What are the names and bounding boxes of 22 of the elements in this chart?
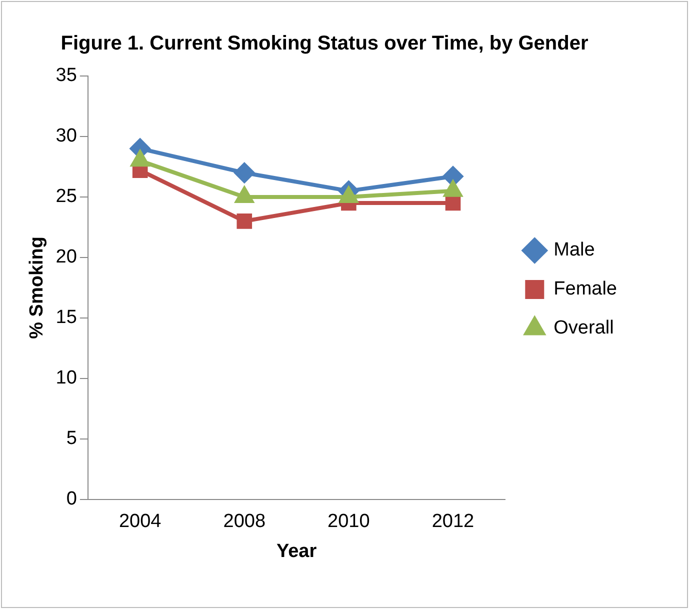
- y-tick-label: 35: [56, 65, 77, 86]
- chart-title: Figure 1. Current Smoking Status over Time, by Gender: [60, 32, 588, 55]
- x-tick-label: 2004: [118, 511, 162, 532]
- point: [234, 162, 254, 183]
- point: [445, 195, 461, 211]
- y-tick-label: 0: [66, 488, 77, 510]
- point: [236, 214, 252, 229]
- y-tick-label: 25: [56, 186, 77, 208]
- point: [442, 166, 463, 186]
- legend-label: Male: [554, 240, 595, 261]
- legend-label: Overall: [554, 318, 614, 339]
- x-tick-label: 2010: [328, 511, 370, 532]
- y-tick-label: 20: [56, 246, 77, 268]
- legend-label: Female: [554, 278, 618, 300]
- y-tick-label: 5: [66, 428, 77, 450]
- x-tick-label: 2012: [432, 511, 474, 532]
- y-tick-label: 15: [56, 307, 77, 328]
- x-axis-title: Year: [276, 540, 318, 562]
- x-tick-label: 2008: [223, 511, 266, 532]
- y-tick-label: 30: [56, 126, 77, 147]
- y-tick-label: 10: [56, 368, 77, 389]
- y-axis-title: % Smoking: [26, 236, 48, 339]
